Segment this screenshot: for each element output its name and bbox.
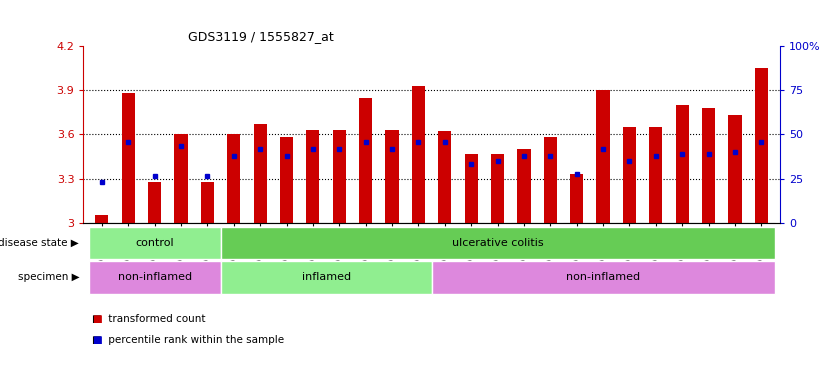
Bar xyxy=(432,261,775,294)
Bar xyxy=(333,130,346,223)
Text: disease state ▶: disease state ▶ xyxy=(0,238,79,248)
Text: ■  transformed count: ■ transformed count xyxy=(92,314,205,324)
Bar xyxy=(88,227,220,259)
Bar xyxy=(148,182,161,223)
Bar xyxy=(122,93,135,223)
Text: non-inflamed: non-inflamed xyxy=(566,272,641,283)
Bar xyxy=(465,154,478,223)
Bar xyxy=(385,130,399,223)
Bar xyxy=(517,149,530,223)
Bar xyxy=(359,98,372,223)
Bar xyxy=(227,134,240,223)
Text: ulcerative colitis: ulcerative colitis xyxy=(452,238,544,248)
Bar xyxy=(755,68,768,223)
Bar xyxy=(702,108,716,223)
Bar xyxy=(254,124,267,223)
Bar xyxy=(728,115,741,223)
Bar xyxy=(491,154,504,223)
Text: ■  percentile rank within the sample: ■ percentile rank within the sample xyxy=(92,335,284,345)
Text: non-inflamed: non-inflamed xyxy=(118,272,192,283)
Bar xyxy=(174,134,188,223)
Bar xyxy=(220,261,432,294)
Bar xyxy=(676,105,689,223)
Text: inflamed: inflamed xyxy=(302,272,350,283)
Bar xyxy=(623,127,636,223)
Text: specimen ▶: specimen ▶ xyxy=(18,272,79,283)
Bar xyxy=(570,174,583,223)
Text: control: control xyxy=(135,238,174,248)
Bar xyxy=(438,131,451,223)
Bar xyxy=(306,130,319,223)
Text: ■: ■ xyxy=(92,314,102,324)
Bar xyxy=(201,182,214,223)
Bar xyxy=(95,215,108,223)
Bar xyxy=(220,227,775,259)
Bar xyxy=(596,90,610,223)
Bar xyxy=(544,137,557,223)
Text: GDS3119 / 1555827_at: GDS3119 / 1555827_at xyxy=(188,30,334,43)
Bar xyxy=(649,127,662,223)
Bar xyxy=(412,86,425,223)
Text: ■: ■ xyxy=(92,335,102,345)
Bar xyxy=(280,137,293,223)
Bar xyxy=(88,261,220,294)
